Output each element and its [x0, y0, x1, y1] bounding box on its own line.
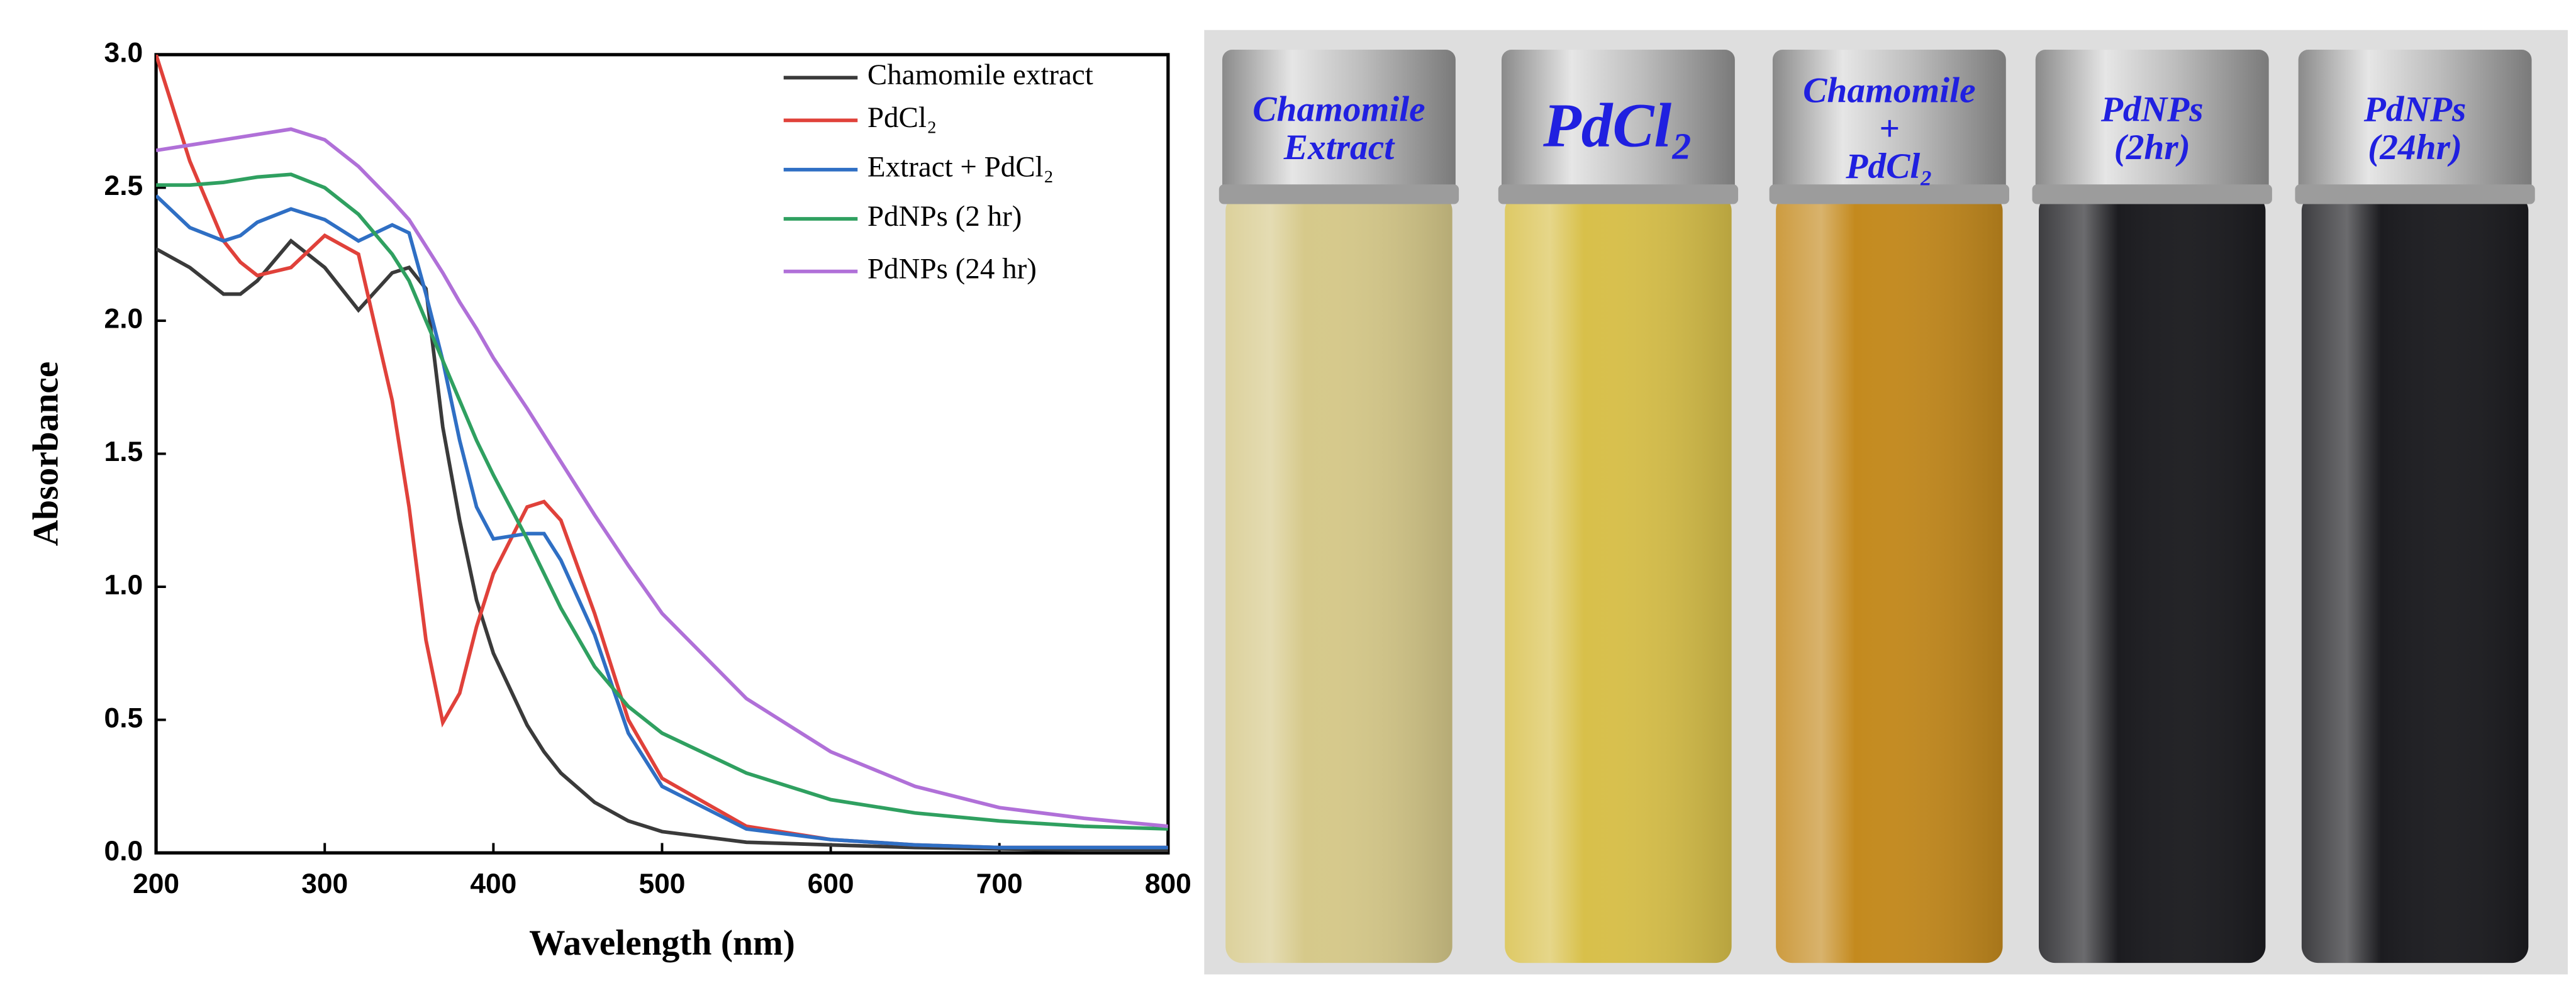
- vial-shine: [1776, 194, 2003, 963]
- x-tick-label: 200: [133, 869, 179, 899]
- series-line: [156, 172, 1168, 831]
- x-tick-label: 400: [470, 869, 516, 899]
- vial-cap-ring: [1498, 184, 1739, 204]
- y-tick-label: 1.5: [104, 436, 143, 467]
- vial-label: Chamomile: [1803, 71, 1975, 111]
- vial-cap: [1222, 50, 1456, 201]
- vial-cap: [2035, 50, 2269, 201]
- series-line: [156, 127, 1168, 828]
- vial-shine: [2301, 194, 2529, 963]
- y-tick-label: 0.5: [104, 702, 143, 733]
- legend-text: PdNPs (24 hr): [867, 252, 1037, 285]
- vial-label: (24hr): [2368, 128, 2462, 167]
- vial-shine: [1505, 194, 1732, 963]
- vial-cap-ring: [2032, 184, 2272, 204]
- vial-cap-ring: [1218, 184, 1459, 204]
- vial-label: Chamomile: [1252, 90, 1425, 130]
- x-tick-label: 300: [301, 869, 348, 899]
- vial-cap: [1772, 50, 2006, 201]
- legend-text: PdCl₂: [867, 101, 937, 134]
- x-tick-label: 700: [976, 869, 1023, 899]
- vial-label: (2hr): [2114, 128, 2190, 167]
- vial-label: PdCl₂: [1542, 91, 1693, 160]
- y-tick-label: 2.5: [104, 170, 143, 201]
- x-tick-label: 600: [808, 869, 854, 899]
- legend-text: Chamomile extract: [867, 58, 1093, 91]
- vial-cap-ring: [2295, 184, 2535, 204]
- y-axis-title: Absorbance: [26, 362, 66, 547]
- vial-shine: [2039, 194, 2266, 963]
- series-line: [156, 238, 1168, 852]
- series-line: [156, 194, 1168, 850]
- y-tick-label: 2.0: [104, 304, 143, 335]
- vial-label: +: [1879, 109, 1900, 148]
- vial-label: PdNPs: [2363, 90, 2467, 130]
- vial-cap: [2298, 50, 2532, 201]
- x-axis-title: Wavelength (nm): [529, 923, 795, 963]
- x-tick-label: 500: [638, 869, 685, 899]
- vial-cap-ring: [1769, 184, 2009, 204]
- vial-label: Extract: [1283, 128, 1396, 167]
- legend-text: PdNPs (2 hr): [867, 200, 1022, 233]
- y-tick-label: 0.0: [104, 836, 143, 867]
- y-tick-label: 1.0: [104, 570, 143, 601]
- vial-label: PdCl₂: [1845, 147, 1932, 186]
- x-tick-label: 800: [1145, 869, 1191, 899]
- vial-cap: [1502, 50, 1735, 201]
- vial-label: PdNPs: [2100, 90, 2204, 130]
- legend-text: Extract + PdCl₂: [867, 150, 1054, 183]
- vial-shine: [1225, 194, 1452, 963]
- y-tick-label: 3.0: [104, 38, 143, 69]
